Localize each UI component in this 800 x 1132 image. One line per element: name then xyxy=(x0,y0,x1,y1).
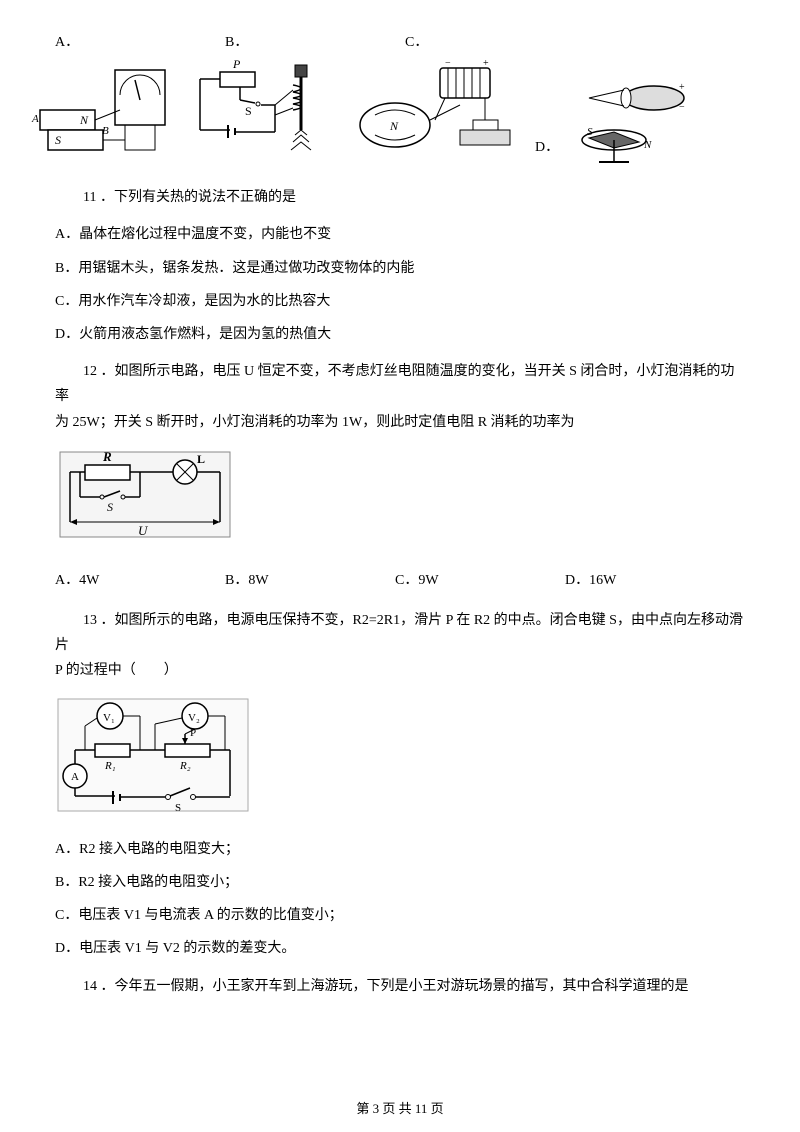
svg-text:U: U xyxy=(138,523,149,538)
q10-img-d: + − S N xyxy=(559,80,694,170)
q12-circuit-diagram: R L S U xyxy=(55,447,240,547)
q13-opt-d: D．电压表 V1 与 V2 的示数的差变大。 xyxy=(55,936,745,961)
svg-text:R: R xyxy=(102,449,112,464)
svg-text:+: + xyxy=(679,82,685,93)
svg-text:V₁: V₁ xyxy=(103,712,115,724)
q13-opt-b: B．R2 接入电路的电阻变小； xyxy=(55,870,745,895)
q12-opt-c: C．9W xyxy=(395,568,565,593)
svg-text:P: P xyxy=(232,60,241,71)
q14-stem: 14 ．今年五一假期，小王家开车到上海游玩，下列是小王对游玩场景的描写，其中合科… xyxy=(55,974,745,999)
q10-img-a: N S A B xyxy=(30,60,185,170)
q12-stem-1: 12 ．如图所示电路，电压 U 恒定不变，不考虑灯丝电阻随温度的变化，当开关 S… xyxy=(55,359,745,409)
q10-images: N S A B P S xyxy=(30,60,745,170)
svg-text:P: P xyxy=(190,727,196,739)
q11-opt-d: D．火箭用液态氢作燃料，是因为氢的热值大 xyxy=(55,322,745,347)
svg-text:A: A xyxy=(71,771,79,783)
q11-stem: 11 ．下列有关热的说法不正确的是 xyxy=(55,185,745,210)
magnet-meter-diagram: N S A B xyxy=(30,60,185,170)
svg-text:R₁: R₁ xyxy=(104,760,116,772)
q10-option-labels: A． B． C． xyxy=(55,30,745,55)
q13-stem-1: 13 ．如图所示的电路，电源电压保持不变，R2=2R1，滑片 P 在 R2 的中… xyxy=(55,608,745,658)
svg-text:S: S xyxy=(587,126,593,138)
q10-label-c: C． xyxy=(405,30,585,55)
svg-text:A: A xyxy=(31,113,39,125)
svg-text:S: S xyxy=(107,500,113,514)
q10-label-b: B． xyxy=(225,30,405,55)
q12-opt-a: A．4W xyxy=(55,568,225,593)
q13-circuit-diagram: V₁ V₂ R₁ P R₂ A S xyxy=(55,696,255,816)
q10-label-a: A． xyxy=(55,30,225,55)
svg-text:+: + xyxy=(483,60,489,69)
q13-opt-a: A．R2 接入电路的电阻变大； xyxy=(55,837,745,862)
svg-text:B: B xyxy=(102,125,109,137)
svg-text:−: − xyxy=(445,60,451,69)
svg-text:V₂: V₂ xyxy=(188,712,200,724)
q13-opt-c: C．电压表 V1 与电流表 A 的示数的比值变小； xyxy=(55,903,745,928)
circuit-electromagnet-diagram: P S xyxy=(185,60,345,170)
svg-text:S: S xyxy=(55,133,61,147)
q12-opt-d: D．16W xyxy=(565,568,735,593)
svg-text:R₂: R₂ xyxy=(179,760,191,772)
svg-text:N: N xyxy=(79,113,89,127)
q13-circuit-image: V₁ V₂ R₁ P R₂ A S xyxy=(55,696,745,825)
svg-text:N: N xyxy=(643,139,652,151)
q10-label-d: D． xyxy=(535,135,559,170)
q11-opt-a: A．晶体在熔化过程中温度不变，内能也不变 xyxy=(55,222,745,247)
page-footer: 第 3 页 共 11 页 xyxy=(0,1097,800,1120)
svg-text:S: S xyxy=(175,802,181,814)
svg-text:−: − xyxy=(679,102,685,113)
q10-img-b: P S xyxy=(185,60,345,170)
motor-battery-diagram: − + N xyxy=(345,60,530,170)
q12-options: A．4W B．8W C．9W D．16W xyxy=(55,568,745,593)
q11-opt-b: B．用锯锯木头，锯条发热．这是通过做功改变物体的内能 xyxy=(55,256,745,281)
q13-stem-2: P 的过程中（ ） xyxy=(55,658,745,683)
q12-circuit-image: R L S U xyxy=(55,447,745,556)
q12-opt-b: B．8W xyxy=(225,568,395,593)
svg-text:N: N xyxy=(389,119,399,133)
coil-compass-diagram: + − S N xyxy=(559,80,694,170)
svg-text:L: L xyxy=(197,452,205,466)
q10-img-c: − + N xyxy=(345,60,530,170)
svg-text:S: S xyxy=(245,104,252,118)
q11-opt-c: C．用水作汽车冷却液，是因为水的比热容大 xyxy=(55,289,745,314)
q12-stem-2: 为 25W；开关 S 断开时，小灯泡消耗的功率为 1W，则此时定值电阻 R 消耗… xyxy=(55,410,745,435)
